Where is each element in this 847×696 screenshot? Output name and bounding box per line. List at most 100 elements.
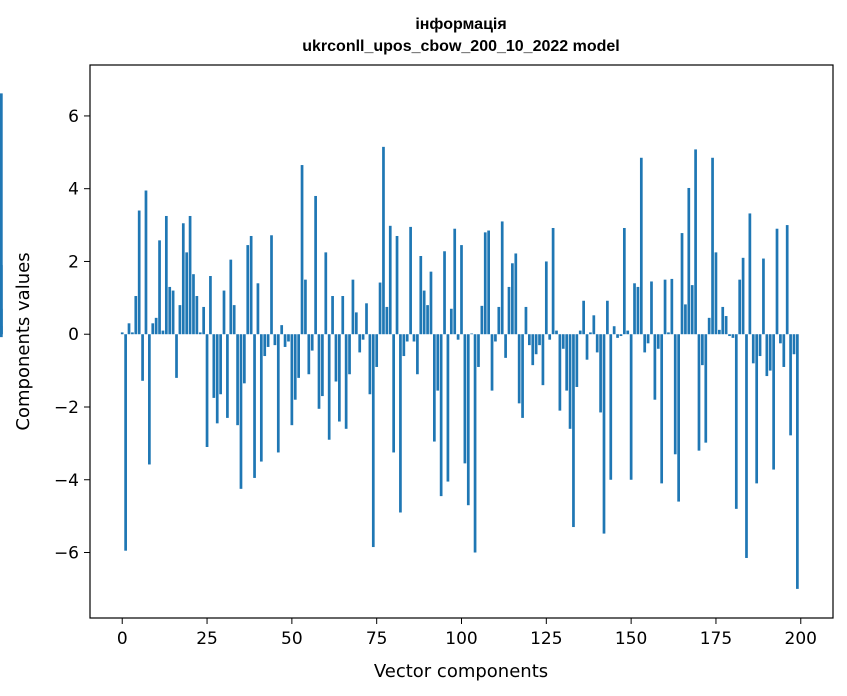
bar	[741, 257, 745, 335]
bar	[412, 334, 416, 342]
bar	[127, 323, 131, 335]
bar	[188, 215, 192, 335]
bar	[782, 334, 786, 367]
bar	[772, 334, 775, 470]
bar	[697, 334, 701, 451]
bar	[707, 317, 711, 335]
bar	[463, 334, 467, 464]
x-tick-label: 125	[530, 629, 562, 649]
bar	[589, 332, 592, 335]
bar	[724, 316, 728, 335]
bar	[348, 334, 351, 375]
bar	[171, 290, 175, 335]
bar	[667, 332, 670, 335]
bar	[0, 265, 3, 335]
x-axis-label: Vector components	[374, 661, 548, 682]
bar	[629, 334, 633, 480]
bar	[399, 334, 402, 513]
bar	[684, 304, 687, 335]
bar	[382, 146, 385, 335]
bar	[375, 334, 379, 367]
bar	[409, 226, 412, 335]
y-axis-ticks: −6 −4 −2 0 2 4 6	[54, 107, 90, 564]
bar	[765, 334, 769, 377]
x-tick-label: 25	[196, 629, 218, 649]
bar	[497, 306, 501, 335]
bar	[229, 259, 233, 335]
bar	[602, 334, 606, 534]
bar	[639, 157, 643, 335]
bar	[775, 228, 779, 335]
bar	[561, 334, 565, 349]
bar	[232, 305, 236, 335]
bar	[222, 290, 226, 335]
y-axis-label: Components values	[13, 252, 34, 430]
bar	[361, 334, 365, 340]
bar	[585, 334, 589, 360]
y-tick-label: 2	[68, 252, 79, 272]
bar	[178, 305, 182, 335]
bar	[131, 332, 134, 335]
plot-frame	[89, 64, 834, 619]
bar	[433, 334, 436, 442]
bar	[419, 256, 423, 335]
bar	[656, 334, 660, 349]
chart-title-line2: ukrconll_upos_cbow_200_10_2022 model	[302, 38, 619, 55]
bar	[728, 334, 731, 337]
bar	[755, 334, 759, 484]
bar	[551, 227, 555, 335]
bar	[514, 253, 518, 335]
x-tick-label: 100	[445, 629, 477, 649]
bar	[202, 306, 206, 335]
bar	[626, 330, 630, 335]
bar	[636, 286, 640, 335]
bar	[717, 329, 721, 335]
bar	[338, 334, 341, 422]
bar	[327, 334, 331, 440]
bar	[422, 290, 426, 335]
bar	[473, 334, 477, 553]
x-tick-label: 75	[366, 629, 388, 649]
bar	[758, 334, 762, 357]
bar	[494, 334, 497, 342]
x-tick-label: 0	[117, 629, 128, 649]
bar	[616, 334, 619, 338]
bar	[653, 334, 657, 400]
bar	[443, 251, 446, 335]
chart-title-line1: інформація	[415, 16, 506, 33]
bar	[504, 334, 507, 358]
bar	[161, 330, 165, 335]
bar	[0, 334, 3, 338]
bar	[429, 271, 433, 335]
x-tick-label: 200	[785, 629, 817, 649]
bar	[619, 334, 623, 337]
bar	[721, 306, 725, 335]
bar	[195, 296, 199, 335]
bar	[500, 221, 504, 335]
bar	[317, 334, 321, 409]
bar	[266, 334, 270, 347]
bar	[334, 334, 338, 382]
bar	[680, 233, 684, 335]
bar	[168, 286, 172, 335]
bar	[331, 296, 334, 335]
bar	[511, 263, 514, 335]
bar	[622, 227, 626, 335]
bar	[768, 334, 772, 371]
bar	[287, 334, 290, 342]
bar	[677, 334, 680, 502]
bar	[293, 334, 297, 400]
bar	[402, 334, 406, 357]
bar	[253, 334, 256, 478]
bar	[297, 334, 300, 378]
bar	[524, 306, 528, 335]
bar	[405, 334, 409, 342]
bar	[276, 334, 280, 453]
bar	[779, 334, 782, 344]
bar	[181, 223, 185, 335]
bar	[226, 334, 229, 418]
y-tick-label: −6	[54, 544, 79, 564]
bar	[548, 334, 552, 340]
bar	[385, 306, 389, 335]
bar	[785, 225, 789, 335]
